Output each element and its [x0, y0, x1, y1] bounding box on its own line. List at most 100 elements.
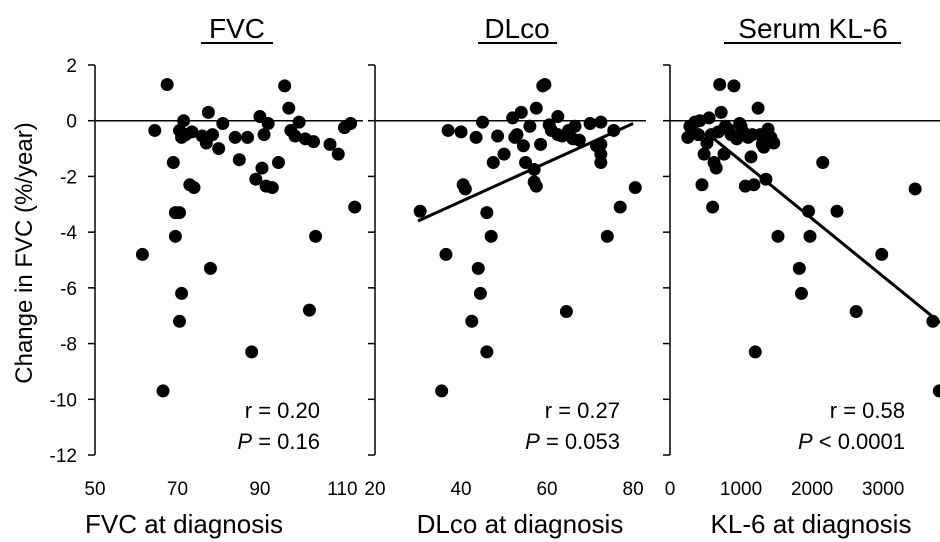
data-point: [241, 130, 255, 144]
data-point: [527, 162, 541, 176]
data-point: [486, 156, 500, 169]
x-tick-label: 80: [623, 479, 644, 500]
data-point: [751, 101, 765, 115]
data-point: [307, 135, 321, 149]
data-point: [476, 115, 490, 129]
data-point: [908, 182, 922, 196]
data-point: [344, 117, 358, 130]
data-point: [594, 156, 608, 169]
data-point: [480, 345, 494, 359]
data-point: [288, 129, 302, 143]
data-point: [148, 123, 162, 137]
panel-title: FVC: [209, 13, 265, 44]
scatter-panel-1: FVC 50 70 90 110 FVC at diagnosis r = 0.20 P = …: [84, 13, 363, 539]
data-point: [265, 181, 279, 195]
data-point: [331, 147, 345, 161]
data-point: [583, 117, 597, 130]
panel-title: Serum KL-6: [738, 13, 887, 44]
x-tick-label: 1000: [720, 479, 762, 500]
data-point: [759, 172, 773, 186]
shared-y-axis: 2 0 -2 -4 -6 -8 -10 -12: [50, 56, 78, 467]
data-point: [794, 286, 808, 300]
data-point: [529, 101, 543, 115]
scatter-panel-3: Serum KL-6 0 1000 2000 3000 KL-6 at diagnosis…: [663, 13, 940, 539]
y-tick-label: -6: [60, 279, 77, 300]
scatter-panels: FVC 50 70 90 110 FVC at diagnosis r = 0.20 P = …: [84, 13, 940, 539]
data-point: [228, 130, 242, 144]
data-point: [497, 147, 511, 161]
data-point: [212, 142, 226, 156]
data-point: [173, 314, 187, 328]
data-point: [926, 314, 940, 328]
data-point: [491, 129, 505, 143]
data-point: [628, 181, 642, 195]
data-point: [187, 181, 201, 195]
p-symbol: P: [525, 429, 540, 454]
y-tick-label: 2: [66, 56, 77, 77]
data-point: [816, 156, 830, 169]
data-point: [727, 79, 741, 93]
x-axis-title: KL-6 at diagnosis: [711, 509, 912, 539]
data-point: [156, 384, 170, 398]
correlation-r-label: r = 0.27: [545, 398, 620, 423]
data-point: [802, 204, 816, 218]
data-point: [168, 229, 182, 243]
y-tick-label: -4: [60, 223, 77, 244]
p-symbol: P: [237, 429, 252, 454]
data-point: [767, 136, 781, 150]
x-axis-title: DLco at diagnosis: [417, 509, 624, 539]
data-point: [551, 110, 565, 124]
data-point: [932, 384, 940, 398]
data-point: [706, 200, 720, 214]
y-tick-label: -10: [50, 390, 77, 411]
data-point: [697, 147, 711, 161]
y-tick-label: -12: [50, 446, 77, 467]
data-point: [744, 150, 758, 164]
data-point: [185, 125, 199, 139]
data-point: [803, 229, 817, 243]
data-point: [757, 140, 771, 154]
data-point: [849, 305, 863, 319]
data-point: [203, 261, 217, 275]
correlation-r-label: r = 0.20: [245, 398, 320, 423]
data-point: [292, 115, 306, 129]
data-point: [572, 133, 586, 147]
data-point: [480, 206, 494, 220]
data-point: [232, 153, 246, 167]
data-point: [691, 128, 705, 142]
data-point: [792, 261, 806, 275]
data-point: [135, 247, 149, 261]
data-point: [484, 229, 498, 243]
data-point: [534, 137, 548, 151]
p-value: < 0.0001: [813, 429, 905, 454]
data-point: [435, 384, 449, 398]
data-point: [516, 139, 530, 153]
data-point: [717, 147, 731, 161]
data-point: [166, 156, 180, 169]
data-point: [681, 130, 695, 144]
x-tick-label: 50: [84, 479, 105, 500]
panel-title: DLco: [484, 13, 549, 44]
p-symbol: P: [798, 429, 813, 454]
x-tick-label: 20: [364, 479, 385, 500]
data-point: [413, 204, 427, 218]
data-point: [529, 179, 543, 193]
data-point: [714, 105, 728, 119]
data-point: [600, 229, 614, 243]
data-point: [441, 123, 455, 137]
data-point: [771, 229, 785, 243]
data-point: [454, 125, 468, 139]
data-point: [201, 105, 215, 119]
data-point: [713, 78, 727, 91]
p-value-label: P = 0.053: [525, 429, 620, 454]
p-value-label: P < 0.0001: [798, 429, 905, 454]
data-point: [514, 105, 528, 119]
data-point: [257, 128, 271, 142]
data-point: [568, 119, 582, 133]
data-point: [469, 130, 483, 144]
x-tick-label: 110: [327, 479, 357, 500]
y-tick-label: -2: [60, 167, 77, 188]
data-point: [458, 182, 472, 196]
x-tick-label: 40: [450, 479, 471, 500]
